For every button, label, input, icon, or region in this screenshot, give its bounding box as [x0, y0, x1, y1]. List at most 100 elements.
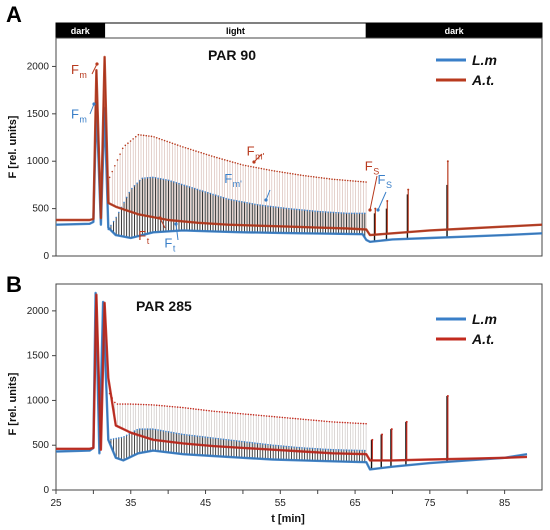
fm-prime-point — [114, 401, 116, 404]
fm-prime-point — [121, 403, 124, 405]
annotation-label: F — [378, 172, 386, 187]
fm-prime-point — [200, 151, 203, 154]
fm-prime-point — [201, 435, 204, 438]
fm-prime-point — [309, 209, 311, 212]
fm-prime-point — [165, 178, 167, 181]
panel-b-x-tick-label: 65 — [350, 498, 362, 509]
fm-prime-point — [150, 135, 153, 138]
fm-prime-point — [250, 165, 252, 168]
fm-prime-point — [220, 438, 222, 440]
fm-prime-point — [265, 415, 268, 417]
fm-prime-point — [231, 412, 234, 414]
fm-prime-point — [246, 441, 248, 443]
fm-prime-point — [174, 406, 176, 408]
dark-spike-point — [405, 420, 408, 423]
fm-prime-point — [128, 433, 131, 435]
panel-a-at-pulse-needles — [109, 134, 367, 230]
fm-prime-point — [307, 175, 310, 177]
fm-prime-point — [187, 147, 189, 150]
fm-prime-point — [306, 447, 309, 449]
panel-b-x-tick-label: 45 — [200, 498, 212, 509]
fm-prime-point — [286, 417, 289, 419]
fm-prime-point — [299, 174, 302, 176]
fm-prime-point — [315, 176, 318, 178]
fm-prime-point — [149, 428, 152, 430]
fm-prime-point — [199, 435, 201, 438]
fm-prime-point — [331, 178, 333, 180]
fm-prime-point — [349, 422, 352, 424]
fm-prime-point — [218, 157, 221, 160]
panel-b-y-label: F [rel. units] — [7, 372, 19, 435]
fm-prime-point — [328, 420, 331, 423]
fm-prime-point — [227, 439, 230, 441]
fm-prime-point — [184, 146, 187, 149]
fm-prime-point — [217, 195, 220, 197]
annotation-subscript: t — [147, 236, 150, 246]
panel-a-at-fm-prime-dots — [108, 133, 367, 183]
fm-prime-point — [157, 177, 159, 180]
annotation-arrow-head — [158, 216, 162, 220]
fm-prime-point — [196, 188, 199, 191]
fm-prime-point — [269, 205, 272, 208]
fm-prime-point — [218, 410, 221, 413]
fm-prime-point — [286, 172, 289, 174]
panel-a-legend: L.m A.t. — [436, 52, 497, 88]
fm-prime-point — [237, 162, 239, 165]
panel-b-x-tick-label: 35 — [125, 498, 137, 509]
fm-prime-point — [297, 418, 299, 420]
fm-prime-point — [318, 176, 320, 179]
fm-prime-point — [327, 448, 329, 451]
fm-prime-point — [241, 440, 243, 443]
panel-b-y-tick-label: 2000 — [27, 306, 50, 317]
fm-prime-point — [197, 408, 200, 411]
fm-prime-point — [238, 200, 240, 203]
fm-prime-point — [346, 179, 349, 182]
fm-prime-point — [327, 211, 329, 213]
fm-prime-point — [302, 418, 305, 421]
fm-prime-point — [257, 414, 260, 417]
legend-label-at: A.t. — [471, 72, 495, 88]
fm-prime-point — [195, 408, 197, 410]
fm-prime-point — [204, 436, 206, 438]
fm-prime-point — [142, 403, 145, 406]
fm-prime-point — [358, 449, 361, 452]
panel-b-y-tick-label: 1500 — [27, 351, 50, 362]
annotation-subscript: m' — [233, 179, 242, 189]
fm-prime-point — [272, 444, 275, 447]
fm-prime-point — [129, 140, 132, 142]
fm-prime-point — [134, 135, 137, 138]
fm-prime-point — [121, 147, 124, 150]
fm-prime-point — [298, 446, 301, 449]
fm-prime-point — [209, 192, 212, 195]
fm-prime-point — [285, 207, 288, 210]
fm-prime-point — [123, 435, 125, 438]
dark-spike-point — [390, 428, 393, 431]
fm-prime-point — [168, 405, 171, 408]
fm-prime-point — [191, 434, 193, 437]
fm-prime-point — [305, 175, 307, 177]
fm-prime-point — [353, 449, 356, 452]
fm-prime-point — [345, 449, 348, 451]
fm-prime-point — [148, 403, 150, 406]
fm-prime-point — [343, 212, 345, 214]
fm-prime-point — [226, 159, 229, 162]
fm-prime-point — [223, 159, 226, 161]
fm-prime-point — [332, 211, 335, 214]
fm-prime-point — [267, 205, 269, 207]
fm-prime-point — [155, 404, 158, 407]
fm-prime-point — [303, 447, 306, 449]
fm-prime-point — [326, 420, 328, 423]
fm-prime-point — [309, 447, 311, 450]
fm-prime-point — [152, 428, 154, 430]
fm-prime-point — [336, 421, 339, 423]
panel-b-y-tick-label: 0 — [43, 485, 49, 496]
fm-prime-point — [255, 414, 257, 416]
fm-prime-point — [146, 177, 149, 179]
fm-prime-point — [149, 176, 152, 179]
panel-a-lm-pulse-needles — [107, 177, 366, 238]
annotation-subscript: S — [373, 167, 379, 177]
fm-prime-point — [134, 403, 137, 406]
fm-prime-point — [318, 419, 320, 422]
fm-prime-point — [331, 421, 333, 423]
fm-prime-point — [229, 411, 231, 414]
